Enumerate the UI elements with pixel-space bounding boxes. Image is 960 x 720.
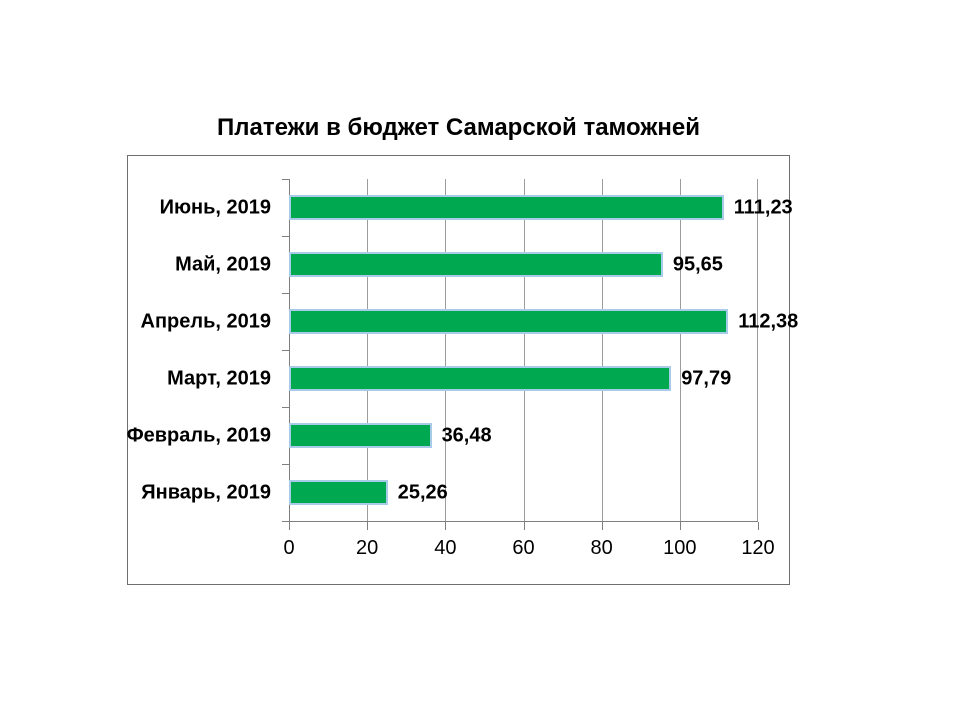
x-tick-label: 60 xyxy=(512,537,535,559)
bar-value-label: 36,48 xyxy=(441,424,492,446)
x-tick-mark xyxy=(289,522,290,530)
y-tick-mark xyxy=(282,236,289,237)
y-tick-mark xyxy=(282,179,289,180)
category-label: Февраль, 2019 xyxy=(126,424,271,446)
gridline xyxy=(601,179,603,521)
x-tick-label: 120 xyxy=(741,537,775,559)
category-label: Январь, 2019 xyxy=(141,481,271,503)
x-tick-label: 20 xyxy=(356,537,379,559)
value-axis-zero-line xyxy=(289,179,290,521)
y-tick-mark xyxy=(282,350,289,351)
bar-row: 97,79 Март, 2019 xyxy=(167,350,758,407)
gridline xyxy=(367,179,369,521)
x-axis-line xyxy=(289,521,758,522)
x-tick-label: 80 xyxy=(590,537,613,559)
plot-area: 0 20 40 60 80 100 120 111,23 Июнь, 2019 95,65 Май,… xyxy=(127,179,798,559)
x-tick-mark xyxy=(367,522,369,530)
bar xyxy=(289,480,388,505)
category-label: Апрель, 2019 xyxy=(140,310,271,332)
x-tick-mark xyxy=(758,522,759,530)
chart-frame: 0 20 40 60 80 100 120 111,23 Июнь, 2019 95,65 Май,… xyxy=(127,155,798,585)
y-tick-mark xyxy=(282,407,289,408)
x-tick-label: 0 xyxy=(283,537,295,559)
bar xyxy=(289,195,724,220)
bar-row: 36,48 Февраль, 2019 xyxy=(127,407,758,464)
x-tick-mark xyxy=(601,522,603,530)
x-tick-mark xyxy=(679,522,681,530)
bar xyxy=(289,252,663,277)
bar-row: 25,26 Январь, 2019 xyxy=(141,464,758,521)
bar-row: 111,23 Июнь, 2019 xyxy=(160,179,793,236)
category-label: Июнь, 2019 xyxy=(159,196,271,218)
bar-value-label: 97,79 xyxy=(681,367,732,389)
bar-row: 112,38 Апрель, 2019 xyxy=(141,293,798,350)
x-tick-mark xyxy=(445,522,447,530)
y-tick-mark xyxy=(282,521,289,522)
bar-value-label: 95,65 xyxy=(672,253,723,275)
bar-row: 95,65 Май, 2019 xyxy=(175,236,758,293)
bar-value-label: 111,23 xyxy=(733,196,793,218)
bar xyxy=(289,309,729,334)
y-tick-mark xyxy=(282,464,289,465)
x-tick-mark xyxy=(523,522,525,530)
gridline xyxy=(757,179,758,521)
bar xyxy=(289,366,672,391)
bar-value-label: 112,38 xyxy=(738,310,799,332)
x-tick-label: 40 xyxy=(434,537,457,559)
bar xyxy=(289,423,432,448)
gridline xyxy=(523,179,525,521)
bar-value-label: 25,26 xyxy=(397,481,448,503)
x-tick-label: 100 xyxy=(663,537,697,559)
chart-title: Платежи в бюджет Самарской таможней xyxy=(217,114,700,141)
category-label: Март, 2019 xyxy=(167,367,271,389)
category-label: Май, 2019 xyxy=(175,253,271,275)
gridline xyxy=(445,179,447,521)
gridline xyxy=(679,179,681,521)
y-tick-mark xyxy=(282,293,289,294)
